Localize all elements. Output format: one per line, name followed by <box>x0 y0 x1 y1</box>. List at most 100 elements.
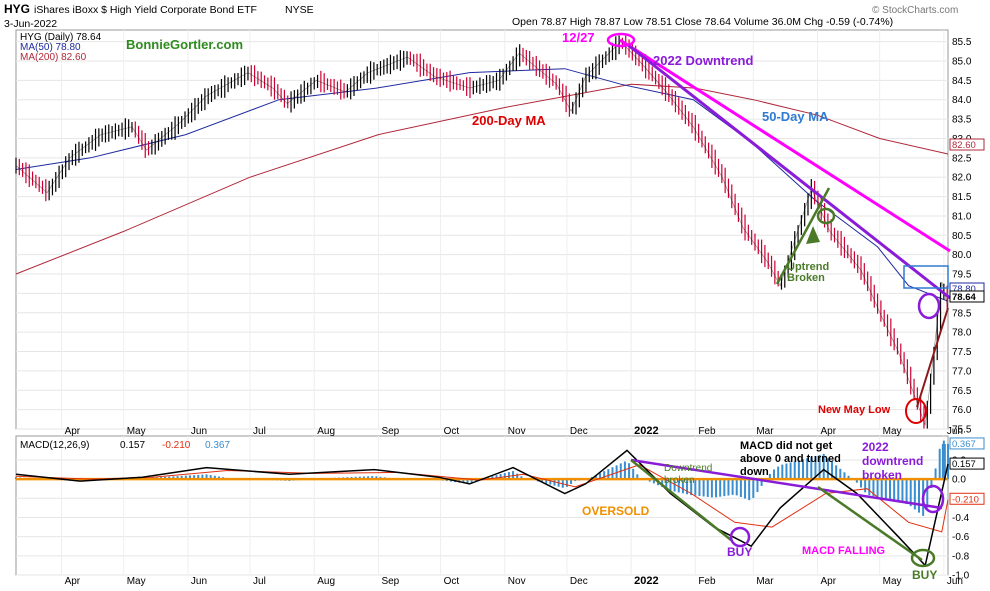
price-x-tick: May <box>883 426 902 437</box>
watermark: © StockCharts.com <box>872 5 958 16</box>
price-tag-close-text: 78.64 <box>952 292 976 303</box>
price-x-axis: Apr May Jun Jul Aug Sep Oct Nov Dec 2022 Feb Mar Apr… <box>65 425 963 437</box>
price-annotations <box>606 32 951 424</box>
price-y-tick: 82.0 <box>952 173 972 184</box>
price-y-tick: 84.0 <box>952 95 972 106</box>
macd-y-tick: -1.0 <box>952 571 970 582</box>
macd-y-tick: -0.6 <box>952 532 970 543</box>
annotation-2022-downtrend: 2022 Downtrend <box>653 53 753 68</box>
macd-annotations <box>630 458 945 568</box>
date-label: 3-Jun-2022 <box>4 18 57 30</box>
price-y-tick: 76.5 <box>952 386 972 397</box>
price-y-tick: 80.0 <box>952 250 972 261</box>
annotation-uptrend: Uptrend <box>787 261 829 273</box>
macd-legend-signal: -0.210 <box>162 440 191 451</box>
macd-x-tick: Aug <box>317 576 335 587</box>
macd-buy-ellipse-2 <box>910 548 936 568</box>
macd-x-tick: Feb <box>698 576 716 587</box>
annotation-broken: Broken <box>787 272 825 284</box>
annotation-buy-1: BUY <box>727 545 752 559</box>
annotation-2022-broken-3: broken <box>862 468 902 482</box>
price-x-tick: Jun <box>191 426 207 437</box>
macd-x-tick: May <box>883 576 902 587</box>
macd-y-axis: -1.0-0.8-0.6-0.4-0.20.00.2 <box>952 455 970 581</box>
marker-uptrend-ellipse <box>816 207 836 225</box>
ma200-line <box>15 83 949 275</box>
price-x-tick: Sep <box>381 426 399 437</box>
price-y-tick: 80.5 <box>952 231 972 242</box>
macd-x-tick: Apr <box>821 576 837 587</box>
price-y-tick: 77.5 <box>952 347 972 358</box>
price-x-tick: Nov <box>508 426 526 437</box>
annotation-macd-no-zero-1: MACD did not get <box>740 440 833 452</box>
macd-series: 0.157 -0.210 0.367 <box>15 437 985 567</box>
price-y-tick: 78.0 <box>952 328 972 339</box>
price-y-tick: 83.5 <box>952 115 972 126</box>
macd-x-tick: Apr <box>65 576 81 587</box>
annotation-2022-broken-1: 2022 <box>862 440 889 454</box>
macd-x-tick: Mar <box>756 576 774 587</box>
annotation-2022-broken-2: downtrend <box>862 454 923 468</box>
macd-break-ellipse <box>921 484 945 514</box>
macd-x-tick: 2022 <box>634 575 658 587</box>
annotation-small-downtrend: Downtrend <box>664 463 712 474</box>
macd-trend-green-1 <box>630 459 732 541</box>
price-y-tick: 82.5 <box>952 153 972 164</box>
macd-signal-line <box>15 464 949 533</box>
price-y-tick: 79.5 <box>952 270 972 281</box>
price-y-tick: 85.5 <box>952 37 972 48</box>
annotation-small-broken: broken <box>664 475 695 486</box>
macd-tag-hist-text: 0.367 <box>952 439 976 450</box>
exchange-label: NYSE <box>285 4 314 16</box>
price-y-tick: 78.5 <box>952 308 972 319</box>
fund-name: iShares iBoxx $ High Yield Corporate Bon… <box>34 4 257 16</box>
price-tag-ma200 <box>949 138 985 151</box>
macd-tag-signal-text: -0.210 <box>952 494 979 505</box>
annotation-new-may-low: New May Low <box>818 404 891 416</box>
macd-x-axis: Apr May Jun Jul Aug Sep Oct Nov Dec 2022 Feb Mar Apr… <box>65 575 963 587</box>
price-series <box>15 35 949 429</box>
price-y-tick: 84.5 <box>952 76 972 87</box>
price-tag-ma50-text: 78.80 <box>952 284 976 295</box>
price-x-tick: Mar <box>756 426 774 437</box>
price-legend-ma200: MA(200) 82.60 <box>20 52 87 63</box>
price-x-tick: Feb <box>698 426 716 437</box>
macd-legend-hist: 0.367 <box>205 440 230 451</box>
downtrend-line-magenta <box>619 38 951 253</box>
ohlc-summary: Open 78.87 High 78.87 Low 78.51 Close 78… <box>512 16 893 28</box>
macd-trend-purple <box>630 458 943 510</box>
macd-tag-macd <box>949 457 985 470</box>
macd-x-tick: Dec <box>570 576 588 587</box>
macd-buy-ellipse-1 <box>729 526 751 548</box>
price-x-tick: Jul <box>253 426 266 437</box>
price-x-tick: 2022 <box>634 425 658 437</box>
price-box-blue <box>903 265 949 289</box>
macd-line <box>15 449 949 567</box>
price-y-tick: 77.0 <box>952 366 972 377</box>
rally-line-red <box>916 307 949 408</box>
price-y-tick: 81.5 <box>952 192 972 203</box>
price-legend-main: HYG (Daily) 78.64 <box>20 32 102 43</box>
annotation-200-day: 200-Day MA <box>472 113 546 128</box>
annotation-oversold: OVERSOLD <box>582 504 650 518</box>
annotation-macd-no-zero-3: down <box>740 466 769 478</box>
macd-y-tick: 0.0 <box>952 475 966 486</box>
symbol-label: HYG <box>4 2 30 16</box>
price-y-tick: 85.0 <box>952 56 972 67</box>
price-x-tick: Apr <box>821 426 837 437</box>
macd-tag-hist <box>949 437 985 450</box>
marker-1227-ellipse <box>606 32 636 48</box>
macd-x-tick: Jul <box>253 576 266 587</box>
annotation-50-day: 50-Day MA <box>762 109 829 124</box>
macd-x-tick: Jun <box>947 576 963 587</box>
annotation-1227: 12/27 <box>562 30 595 45</box>
macd-tag-macd-text: 0.157 <box>952 459 976 470</box>
uptrend-line-green <box>775 187 831 285</box>
downtrend-line-purple <box>627 43 951 300</box>
price-panel <box>15 29 949 430</box>
price-x-tick: Jun <box>947 426 963 437</box>
macd-x-tick: Sep <box>381 576 399 587</box>
price-y-axis: 75.576.076.577.077.578.078.579.079.580.0… <box>952 37 972 435</box>
price-y-tick: 81.0 <box>952 211 972 222</box>
